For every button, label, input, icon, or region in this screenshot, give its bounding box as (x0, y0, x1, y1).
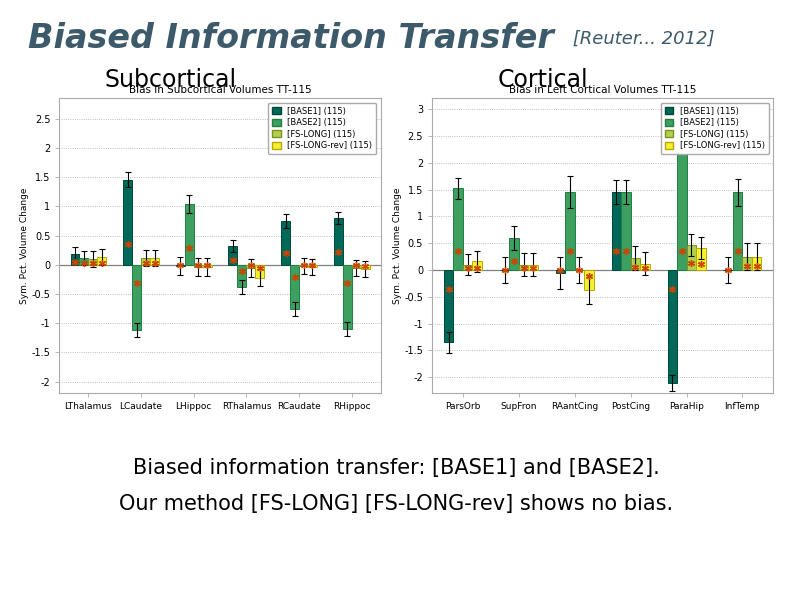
Text: Cortical: Cortical (498, 69, 588, 92)
Bar (203, 265, 212, 267)
Bar (334, 218, 343, 265)
Bar (79, 258, 89, 265)
Title: Bias in Left Cortical Volumes TT-115: Bias in Left Cortical Volumes TT-115 (509, 85, 696, 95)
Bar (565, 193, 575, 270)
Bar (687, 245, 696, 270)
Bar (193, 265, 203, 267)
Title: Bias in Subcortical Volumes TT-115: Bias in Subcortical Volumes TT-115 (128, 85, 312, 95)
Bar (237, 265, 247, 287)
Bar (696, 248, 706, 270)
Bar (185, 204, 193, 265)
Bar (132, 265, 141, 330)
Bar (677, 131, 687, 270)
Text: [Reuter... 2012]: [Reuter... 2012] (567, 30, 714, 48)
Bar (98, 257, 106, 265)
Bar (611, 193, 621, 270)
Bar (89, 259, 98, 265)
Bar (519, 265, 528, 270)
Bar (290, 265, 299, 309)
Bar (509, 238, 519, 270)
Bar (150, 258, 159, 265)
Bar (255, 265, 264, 278)
Bar (228, 246, 237, 265)
Y-axis label: Sym. Pct. Volume Change: Sym. Pct. Volume Change (393, 188, 401, 304)
Bar (308, 265, 317, 267)
Y-axis label: Sym. Pct. Volume Change: Sym. Pct. Volume Change (20, 188, 29, 304)
Bar (343, 265, 351, 329)
Legend: [BASE1] (115), [BASE2] (115), [FS-LONG] (115), [FS-LONG-rev] (115): [BASE1] (115), [BASE2] (115), [FS-LONG] … (268, 103, 377, 154)
Bar (473, 262, 482, 270)
Text: Subcortical: Subcortical (105, 69, 236, 92)
Text: Biased information transfer: [BASE1] and [BASE2].: Biased information transfer: [BASE1] and… (133, 458, 660, 478)
Bar (621, 193, 630, 270)
Bar (141, 258, 150, 265)
Bar (247, 265, 255, 268)
Bar (454, 188, 463, 270)
Bar (640, 263, 649, 270)
Bar (361, 265, 370, 269)
Bar (176, 265, 185, 266)
Bar (752, 256, 761, 270)
Text: Biased Information Transfer: Biased Information Transfer (28, 22, 554, 55)
Bar (528, 265, 538, 270)
Bar (351, 265, 361, 268)
Bar (282, 221, 290, 265)
Bar (742, 256, 752, 270)
Bar (733, 193, 742, 270)
Bar (299, 265, 308, 266)
Bar (444, 270, 454, 342)
Bar (123, 179, 132, 265)
Bar (463, 265, 473, 270)
Text: Our method [FS-LONG] [FS-LONG-rev] shows no bias.: Our method [FS-LONG] [FS-LONG-rev] shows… (120, 493, 673, 514)
Bar (584, 270, 594, 290)
Bar (668, 270, 677, 383)
Bar (556, 270, 565, 273)
Legend: [BASE1] (115), [BASE2] (115), [FS-LONG] (115), [FS-LONG-rev] (115): [BASE1] (115), [BASE2] (115), [FS-LONG] … (661, 103, 769, 154)
Bar (630, 258, 640, 270)
Bar (71, 254, 79, 265)
